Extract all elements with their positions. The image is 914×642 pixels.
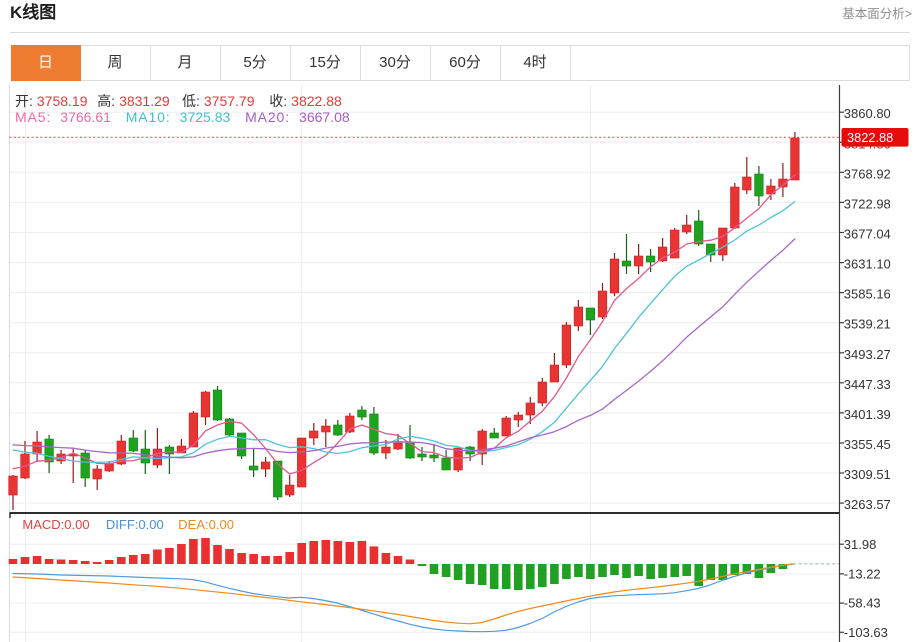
- svg-text:3822.88: 3822.88: [847, 130, 893, 145]
- svg-text:3355.45: 3355.45: [844, 437, 891, 452]
- svg-text:3585.16: 3585.16: [844, 287, 891, 302]
- svg-text:-13.22: -13.22: [844, 567, 881, 582]
- svg-text:3309.51: 3309.51: [844, 467, 891, 482]
- svg-text:3263.57: 3263.57: [844, 497, 891, 512]
- svg-text:3677.04: 3677.04: [844, 227, 891, 242]
- svg-text:-58.43: -58.43: [844, 596, 881, 611]
- svg-text:3768.92: 3768.92: [844, 166, 891, 181]
- svg-text:3493.27: 3493.27: [844, 347, 891, 362]
- svg-text:3539.21: 3539.21: [844, 317, 891, 332]
- svg-text:-103.63: -103.63: [844, 625, 888, 640]
- svg-text:3447.33: 3447.33: [844, 377, 891, 392]
- svg-text:3631.10: 3631.10: [844, 257, 891, 272]
- svg-text:3860.80: 3860.80: [844, 106, 891, 121]
- svg-text:3722.98: 3722.98: [844, 196, 891, 211]
- svg-text:31.98: 31.98: [844, 537, 877, 552]
- svg-text:3401.39: 3401.39: [844, 407, 891, 422]
